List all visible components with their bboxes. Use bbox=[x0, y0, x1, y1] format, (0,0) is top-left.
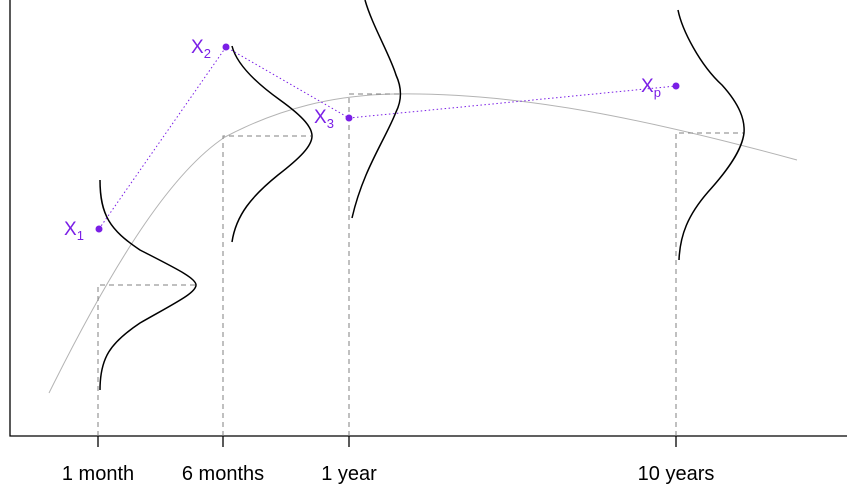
density-6-months bbox=[231, 45, 313, 243]
observation-x3-label: X3 bbox=[314, 107, 334, 131]
observation-x2-label: X2 bbox=[191, 37, 211, 61]
observation-x3-letter: X bbox=[314, 107, 327, 128]
observation-xp-label: Xp bbox=[641, 76, 661, 100]
mean-curve bbox=[48, 93, 798, 394]
observation-x3-subscript: 3 bbox=[327, 116, 334, 131]
guide-1-month bbox=[97, 284, 196, 436]
observation-labels: X1 X2 X3 Xp bbox=[64, 37, 661, 243]
plot-frame bbox=[9, 0, 847, 437]
x-axis-ticks bbox=[97, 436, 677, 447]
x-axis-labels: 1 month 6 months 1 year 10 years bbox=[62, 463, 714, 485]
density-1-year bbox=[351, 0, 402, 219]
tick-label-6-months: 6 months bbox=[182, 463, 264, 485]
observation-x1-label: X1 bbox=[64, 219, 84, 243]
tick-label-10-years: 10 years bbox=[638, 463, 715, 485]
observation-x1-subscript: 1 bbox=[77, 228, 84, 243]
guide-10-years bbox=[675, 132, 744, 436]
observation-xp-marker bbox=[672, 82, 680, 90]
observation-x2-subscript: 2 bbox=[204, 46, 211, 61]
tick-label-1-year: 1 year bbox=[321, 463, 377, 485]
observation-x2-marker bbox=[222, 43, 230, 51]
tick-label-1-month: 1 month bbox=[62, 463, 134, 485]
guide-lines bbox=[97, 93, 744, 436]
guide-6-months bbox=[222, 135, 311, 436]
observation-xp-letter: X bbox=[641, 76, 654, 97]
observation-x1-letter: X bbox=[64, 219, 77, 240]
density-10-years bbox=[677, 9, 745, 261]
density-1-month bbox=[99, 179, 197, 391]
density-curves bbox=[99, 0, 745, 391]
observation-markers bbox=[95, 43, 680, 233]
observation-x1-marker bbox=[95, 225, 103, 233]
observation-x2-letter: X bbox=[191, 37, 204, 58]
observation-x3-marker bbox=[345, 114, 353, 122]
observation-path bbox=[98, 46, 677, 230]
observation-xp-subscript: p bbox=[654, 85, 661, 100]
guide-1-year bbox=[348, 93, 401, 436]
